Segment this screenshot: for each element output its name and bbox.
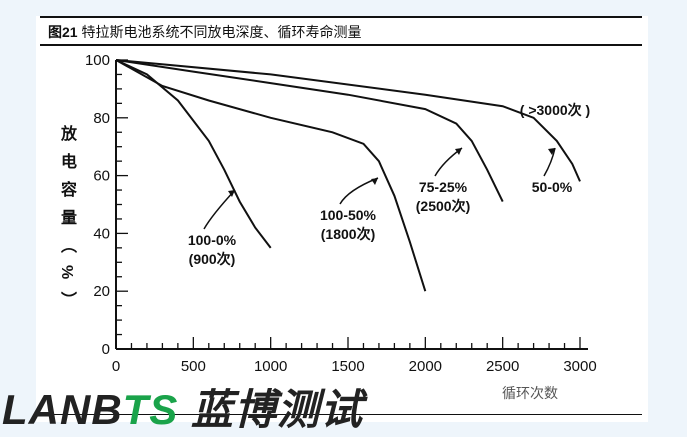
series-label: 75-25% — [419, 179, 468, 195]
series-line — [115, 59, 427, 292]
y-tick-label: 0 — [102, 341, 110, 358]
y-tick-label: 100 — [85, 52, 110, 69]
series-line — [115, 59, 581, 182]
x-tick-label: 2000 — [409, 358, 442, 375]
series-label: 50-0% — [532, 179, 573, 195]
series-label: 100-0% — [188, 232, 237, 248]
series-label: 100-50% — [320, 207, 377, 223]
figure-title: 图21 特拉斯电池系统不同放电深度、循环寿命测量 — [48, 22, 361, 42]
x-tick-label: 0 — [112, 358, 120, 375]
annotation-arrow — [203, 189, 236, 230]
watermark-logo: LANBTS 蓝博测试 — [2, 386, 364, 433]
x-tick-label: 1500 — [331, 358, 364, 375]
y-axis-label: 放电容量（%） — [58, 125, 75, 320]
annotation-arrow — [339, 177, 379, 205]
y-tick-label: 40 — [93, 225, 110, 242]
x-tick-label: 3000 — [563, 358, 596, 375]
bottom-rule — [40, 414, 642, 415]
series-label: ( >3000次 ) — [520, 102, 590, 118]
x-axis-label: 循环次数 — [502, 385, 558, 401]
arrow-head — [228, 190, 235, 197]
x-tick-label: 1000 — [254, 358, 287, 375]
y-tick-label: 20 — [93, 283, 110, 300]
annotation-arrow — [543, 147, 556, 177]
arrow-head — [548, 148, 555, 155]
y-tick-label: 80 — [93, 110, 110, 127]
y-tick-label: 60 — [93, 168, 110, 185]
series-line — [115, 59, 272, 249]
figure-label: 图21 — [48, 24, 78, 40]
chart: 0 500 1000 1500 2000 2500 3000 0 20 40 60 80 100 循环次数… — [85, 52, 597, 401]
series-line — [115, 59, 504, 203]
series-label: (900次) — [189, 251, 236, 267]
x-tick-label: 500 — [181, 358, 206, 375]
x-tick-label: 2500 — [486, 358, 519, 375]
series-label: (2500次) — [416, 198, 470, 214]
arrow-head — [371, 178, 378, 185]
title-rule — [40, 44, 642, 46]
series-label: (1800次) — [321, 226, 375, 242]
arrow-head — [455, 148, 462, 155]
top-rule — [40, 16, 642, 18]
title-text: 特拉斯电池系统不同放电深度、循环寿命测量 — [81, 24, 362, 40]
